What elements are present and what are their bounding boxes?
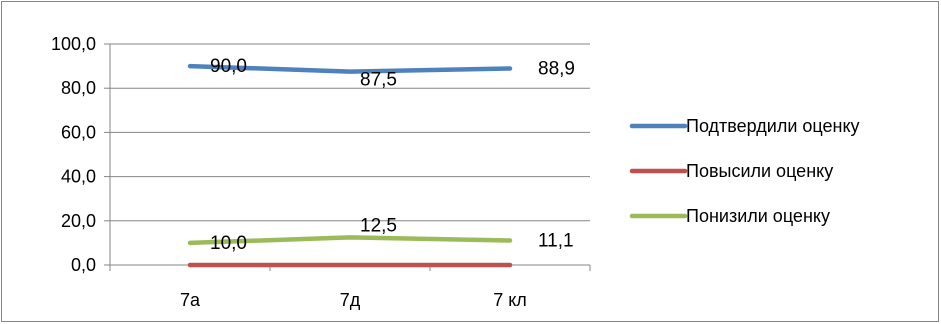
- data-label: 90,0: [210, 56, 247, 77]
- gridlines: [110, 43, 590, 222]
- series-lines: [187, 63, 513, 268]
- x-axis-tick-labels: 7а 7д 7 кл: [180, 290, 527, 310]
- y-tick-label: 0,0: [71, 255, 96, 275]
- y-axis-tick-labels: 0,0 20,0 40,0 60,0 80,0 100,0: [51, 34, 96, 275]
- legend-label: Понизили оценку: [686, 206, 830, 226]
- legend: Подтвердили оценку Повысили оценку Понизил…: [629, 116, 860, 226]
- series-line: [187, 235, 513, 246]
- x-tick-label: 7 кл: [493, 290, 527, 310]
- y-tick-label: 60,0: [61, 122, 96, 142]
- y-tick-label: 20,0: [61, 211, 96, 231]
- x-tick-label: 7д: [340, 290, 361, 310]
- y-tick-label: 100,0: [51, 34, 96, 54]
- data-label: 88,9: [538, 59, 575, 80]
- data-label: 10,0: [210, 233, 247, 254]
- legend-label: Повысили оценку: [686, 161, 833, 181]
- legend-label: Подтвердили оценку: [686, 116, 860, 136]
- data-label: 12,5: [360, 215, 397, 236]
- y-tick-label: 40,0: [61, 167, 96, 187]
- data-labels: 90,0 87,5 88,9 10,0 12,5 11,1: [210, 56, 575, 254]
- y-tick-label: 80,0: [61, 78, 96, 98]
- series-line: [187, 63, 513, 74]
- data-label: 11,1: [538, 230, 574, 251]
- data-label: 87,5: [360, 70, 397, 91]
- x-tick-label: 7а: [180, 290, 201, 310]
